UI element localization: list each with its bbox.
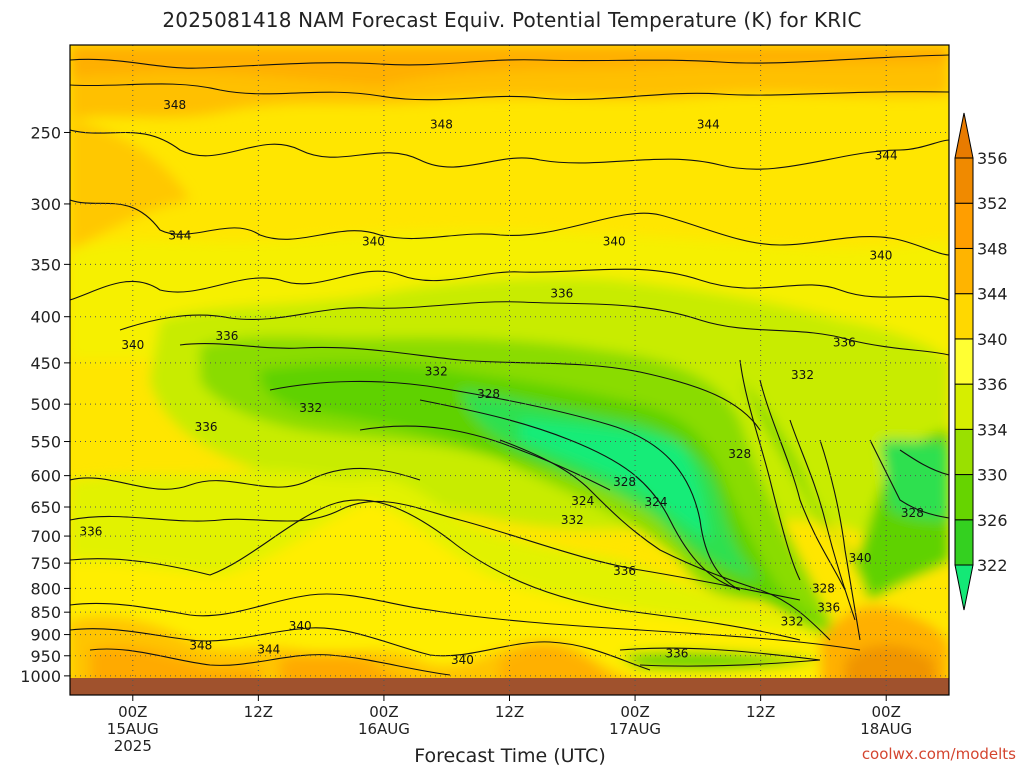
y-tick-label: 650 (30, 498, 61, 517)
contour-label: 336 (665, 647, 688, 661)
contour-label: 344 (875, 148, 898, 162)
contour-label: 324 (645, 495, 668, 509)
contour-lines (70, 54, 949, 676)
contour-label: 340 (849, 551, 872, 565)
colorbar-swatch (954, 247, 974, 295)
x-tick-label: 17AUG (609, 720, 661, 738)
contour-label: 332 (425, 364, 448, 378)
chart-title: 2025081418 NAM Forecast Equiv. Potential… (162, 8, 862, 32)
x-tick-label: 12Z (244, 703, 273, 721)
colorbar-min-arrow (954, 564, 974, 611)
contour-label: 336 (817, 601, 840, 615)
colorbar-swatch (954, 428, 974, 476)
contour-label: 348 (189, 638, 212, 652)
colorbar-label: 330 (977, 466, 1008, 485)
colorbar-swatch (954, 338, 974, 385)
colorbar-label: 340 (977, 330, 1008, 349)
y-tick-label: 850 (30, 603, 61, 622)
watermark: coolwx.com/modelts (861, 745, 1016, 763)
x-tick-label: 16AUG (358, 720, 410, 738)
x-tick-label: 00Z (118, 703, 147, 721)
heatmap-field (70, 45, 949, 695)
x-tick-label: 00Z (620, 703, 649, 721)
contour-label: 340 (289, 619, 312, 633)
contour-label: 340 (603, 234, 626, 248)
y-axis: 250 300 350 400 450 500 550 600 650 700 750 800 850 9… (20, 123, 70, 686)
contour-label: 344 (697, 118, 720, 132)
y-tick-label: 400 (30, 308, 61, 327)
colorbar-swatch (954, 157, 974, 204)
contour-label: 336 (79, 525, 102, 539)
y-tick-label: 500 (30, 395, 61, 414)
x-tick-label: 18AUG (860, 720, 912, 738)
colorbar-max-arrow (954, 112, 974, 159)
x-tick-label: 15AUG (107, 720, 159, 738)
x-tick-label: 00Z (872, 703, 901, 721)
contour-labels: 348 348 344 344 344 340 340 340 336 340 336 336 332 3… (79, 98, 923, 667)
contour-label: 340 (121, 338, 144, 352)
colorbar-label: 336 (977, 375, 1008, 394)
y-tick-label: 800 (30, 579, 61, 598)
x-tick-label: 12Z (746, 703, 775, 721)
colorbar-label: 326 (977, 511, 1008, 530)
colorbar-swatch (954, 519, 974, 566)
y-tick-label: 250 (30, 123, 61, 142)
y-tick-label: 750 (30, 554, 61, 573)
colorbar-swatch (954, 474, 974, 521)
contour-label: 336 (195, 420, 218, 434)
contour-label: 340 (870, 248, 893, 262)
colorbar-label: 322 (977, 556, 1008, 575)
contour-label: 340 (451, 653, 474, 667)
contour-label: 344 (168, 228, 191, 242)
contour-label: 324 (571, 494, 594, 508)
y-tick-label: 950 (30, 647, 61, 666)
colorbar-swatch (954, 202, 974, 249)
y-tick-label: 450 (30, 354, 61, 373)
contour-label: 336 (613, 564, 636, 578)
y-tick-label: 350 (30, 255, 61, 274)
contour-label: 332 (561, 513, 584, 527)
x-axis-label: Forecast Time (UTC) (414, 745, 606, 767)
y-tick-label: 1000 (20, 667, 61, 686)
colorbar-swatch (954, 293, 974, 340)
contour-label: 328 (728, 447, 751, 461)
y-tick-label: 600 (30, 467, 61, 486)
contour-label: 332 (781, 614, 804, 628)
y-tick-label: 700 (30, 527, 61, 546)
x-tick-label: 2025 (114, 737, 152, 755)
contour-label: 328 (901, 506, 924, 520)
colorbar-label: 334 (977, 420, 1008, 439)
colorbar-label: 348 (977, 239, 1008, 258)
contour-label: 332 (791, 368, 814, 382)
contour-label: 332 (299, 401, 322, 415)
contour-label: 336 (833, 335, 856, 349)
contour-label: 336 (216, 329, 239, 343)
contour-label: 328 (613, 475, 636, 489)
contour-label: 340 (362, 234, 385, 248)
contour-label: 348 (163, 98, 186, 112)
contour-label: 328 (477, 387, 500, 401)
colorbar: 322 326 330 334 336 340 344 348 352 356 (954, 112, 1008, 611)
contour-label: 328 (812, 581, 835, 595)
y-tick-label: 300 (30, 195, 61, 214)
grid-lines (70, 45, 949, 695)
colorbar-label: 352 (977, 194, 1008, 213)
contour-label: 344 (257, 643, 280, 657)
contour-label: 348 (430, 118, 453, 132)
x-tick-label: 00Z (369, 703, 398, 721)
colorbar-label: 344 (977, 285, 1008, 304)
colorbar-swatch (954, 383, 974, 430)
x-tick-label: 12Z (495, 703, 524, 721)
contour-label: 336 (550, 286, 573, 300)
y-tick-label: 550 (30, 433, 61, 452)
colorbar-label: 356 (977, 149, 1008, 168)
y-tick-label: 900 (30, 626, 61, 645)
